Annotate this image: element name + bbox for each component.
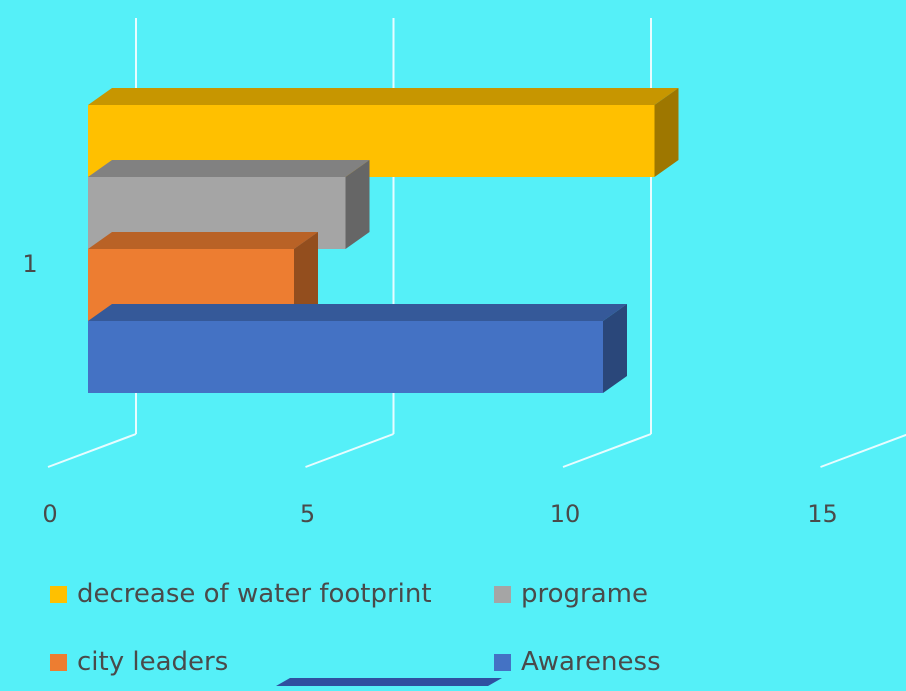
- bar-front-face: [88, 321, 603, 393]
- legend-swatch: [494, 654, 511, 671]
- bars: [88, 88, 679, 393]
- bar-top-face: [88, 160, 370, 177]
- cropped-shape: [276, 678, 502, 686]
- x-tick-label: 15: [807, 500, 838, 528]
- gridline-floor: [306, 434, 394, 467]
- category-label: 1: [22, 250, 37, 278]
- legend-label: programe: [521, 579, 648, 609]
- gridline-floor: [48, 434, 136, 467]
- legend-label: decrease of water footprint: [77, 579, 432, 609]
- x-tick-label: 5: [300, 500, 315, 528]
- gridline-floor: [821, 434, 906, 467]
- gridline-floor: [563, 434, 651, 467]
- legend-label: city leaders: [77, 647, 228, 677]
- bar-top-face: [88, 232, 318, 249]
- legend-swatch: [50, 654, 67, 671]
- x-tick-label: 0: [42, 500, 57, 528]
- legend-label: Awareness: [521, 647, 661, 677]
- legend-swatch: [50, 586, 67, 603]
- legend-swatch: [494, 586, 511, 603]
- x-tick-label: 10: [550, 500, 581, 528]
- bar-top-face: [88, 88, 679, 105]
- legend-item: city leaders: [50, 647, 228, 677]
- bar-top-face: [88, 304, 627, 321]
- legend-item: decrease of water footprint: [50, 579, 432, 609]
- bar-awareness: [88, 304, 627, 393]
- legend-item: programe: [494, 579, 648, 609]
- legend-item: Awareness: [494, 647, 661, 677]
- legend: decrease of water footprint programe city …: [50, 579, 661, 686]
